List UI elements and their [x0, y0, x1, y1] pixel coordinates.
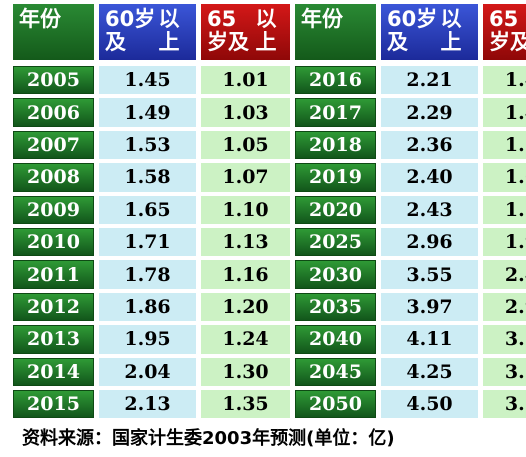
- year-cell: 2016: [295, 66, 376, 95]
- age60-cell: 2.43: [381, 195, 478, 224]
- year-cell: 2019: [295, 163, 376, 192]
- age65-cell: 1.35: [201, 389, 290, 419]
- age65-cell: 1.30: [201, 357, 290, 386]
- age60-cell: 2.29: [381, 98, 478, 127]
- header-60plus-left: 60岁及 以上: [99, 4, 196, 60]
- age65-cell: 1.01: [201, 66, 290, 95]
- year-cell: 2020: [295, 195, 376, 224]
- age60-cell: 4.25: [381, 357, 478, 386]
- age65-cell: 1.24: [201, 325, 290, 354]
- age65-cell: 3.29: [483, 357, 526, 386]
- age60-cell: 1.71: [99, 227, 196, 257]
- age65-cell: 1.13: [201, 227, 290, 257]
- year-cell: 2018: [295, 130, 376, 160]
- year-cell: 2006: [13, 98, 94, 127]
- header-year-right: 年份: [295, 4, 376, 60]
- age65-cell: 1.72: [483, 195, 526, 224]
- age65-cell: 1.41: [483, 66, 526, 95]
- age60-cell: 2.13: [99, 389, 196, 419]
- age60-cell: 2.96: [381, 227, 478, 257]
- year-cell: 2035: [295, 292, 376, 322]
- age60-cell: 4.50: [381, 389, 478, 419]
- age65-cell: 3.24: [483, 325, 526, 354]
- source-note: 资料来源：国家计生委2003年预测(单位：亿): [22, 428, 395, 449]
- age65-cell: 1.48: [483, 98, 526, 127]
- age60-cell: 3.97: [381, 292, 478, 322]
- age65-cell: 1.07: [201, 163, 290, 192]
- year-cell: 2005: [13, 66, 94, 95]
- age65-cell: 1.03: [201, 98, 290, 127]
- year-cell: 2013: [13, 325, 94, 354]
- age60-cell: 2.36: [381, 130, 478, 160]
- year-cell: 2010: [13, 227, 94, 257]
- age65-cell: 1.05: [201, 130, 290, 160]
- year-cell: 2025: [295, 227, 376, 257]
- age60-cell: 2.21: [381, 66, 478, 95]
- year-cell: 2045: [295, 357, 376, 386]
- age60-cell: 1.65: [99, 195, 196, 224]
- header-65plus-left: 65岁及 以上: [201, 4, 290, 60]
- year-cell: 2011: [13, 260, 94, 289]
- year-cell: 2017: [295, 98, 376, 127]
- age60-cell: 1.45: [99, 66, 196, 95]
- age60-cell: 1.58: [99, 163, 196, 192]
- age60-cell: 4.11: [381, 325, 478, 354]
- year-cell: 2008: [13, 163, 94, 192]
- year-cell: 2014: [13, 357, 94, 386]
- age60-cell: 1.49: [99, 98, 196, 127]
- year-cell: 2007: [13, 130, 94, 160]
- year-cell: 2050: [295, 389, 376, 419]
- age60-cell: 3.55: [381, 260, 478, 289]
- year-cell: 2012: [13, 292, 94, 322]
- year-cell: 2009: [13, 195, 94, 224]
- age65-cell: 1.20: [201, 292, 290, 322]
- age65-cell: 1.56: [483, 130, 526, 160]
- year-cell: 2040: [295, 325, 376, 354]
- age60-cell: 1.86: [99, 292, 196, 322]
- year-cell: 2030: [295, 260, 376, 289]
- age60-cell: 1.53: [99, 130, 196, 160]
- age60-cell: 2.04: [99, 357, 196, 386]
- age60-cell: 2.40: [381, 163, 478, 192]
- age65-cell: 3.36: [483, 389, 526, 419]
- age65-cell: 2.42: [483, 260, 526, 289]
- age65-cell: 2.92: [483, 292, 526, 322]
- age65-cell: 1.10: [201, 195, 290, 224]
- header-year-left: 年份: [13, 4, 94, 60]
- header-60plus-right: 60岁及 以上: [381, 4, 478, 60]
- age65-cell: 1.97: [483, 227, 526, 257]
- age65-cell: 1.64: [483, 163, 526, 192]
- year-cell: 2015: [13, 389, 94, 419]
- age60-cell: 1.78: [99, 260, 196, 289]
- age65-cell: 1.16: [201, 260, 290, 289]
- age60-cell: 1.95: [99, 325, 196, 354]
